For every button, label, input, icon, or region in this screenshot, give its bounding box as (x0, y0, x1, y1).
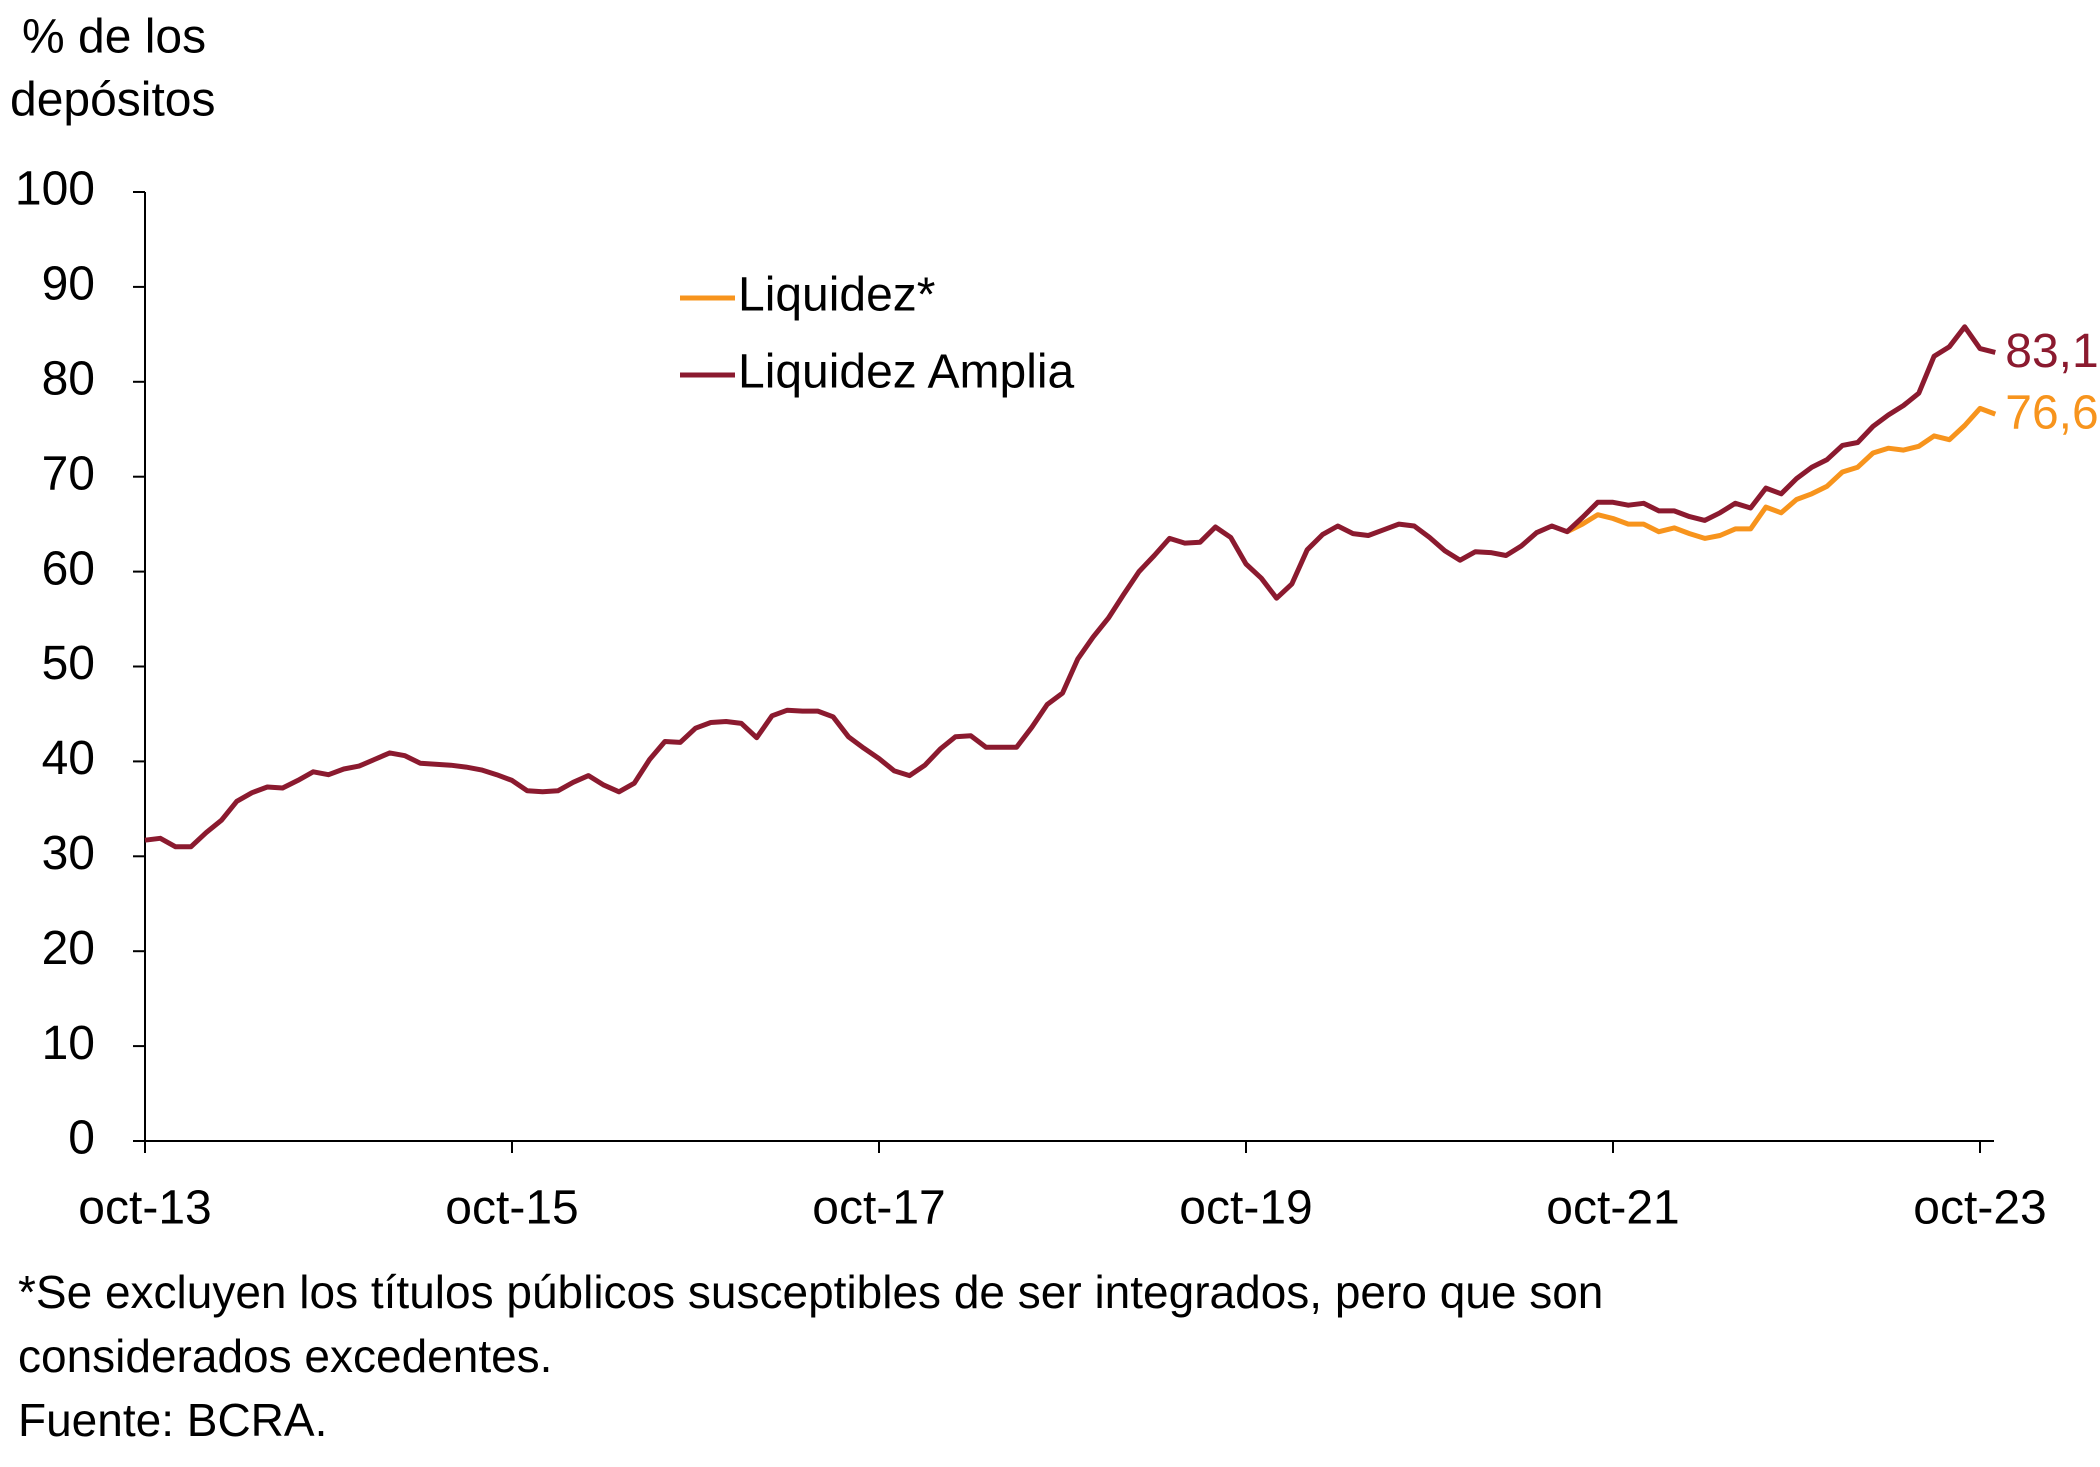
y-axis-label: depósitos (10, 74, 215, 127)
legend-label: Liquidez* (738, 269, 935, 322)
x-tick-label: oct-15 (445, 1182, 578, 1235)
y-axis-label: % de los (22, 11, 206, 64)
y-tick-label: 60 (42, 542, 95, 595)
x-tick-label: oct-23 (1913, 1182, 2046, 1235)
footnote: Fuente: BCRA. (18, 1394, 327, 1446)
y-tick-label: 30 (42, 827, 95, 880)
y-tick-label: 40 (42, 732, 95, 785)
series-line (144, 324, 1996, 850)
y-tick-label: 0 (68, 1112, 95, 1165)
y-tick-label: 20 (42, 922, 95, 975)
y-tick-label: 10 (42, 1017, 95, 1070)
data-label: 83,1 (2005, 325, 2098, 378)
series-line (1565, 405, 1997, 541)
legend-label: Liquidez Amplia (738, 346, 1075, 399)
y-tick-label: 70 (42, 447, 95, 500)
x-tick-label: oct-17 (812, 1182, 945, 1235)
y-tick-label: 90 (42, 258, 95, 311)
x-tick-label: oct-21 (1546, 1182, 1679, 1235)
x-tick-label: oct-19 (1179, 1182, 1312, 1235)
footnote: considerados excedentes. (18, 1330, 552, 1382)
footnote: *Se excluyen los títulos públicos suscep… (18, 1266, 1603, 1318)
x-tick-label: oct-13 (78, 1182, 211, 1235)
data-label: 76,6 (2005, 387, 2098, 440)
y-tick-label: 50 (42, 637, 95, 690)
y-tick-label: 80 (42, 352, 95, 405)
y-tick-label: 100 (15, 163, 95, 216)
